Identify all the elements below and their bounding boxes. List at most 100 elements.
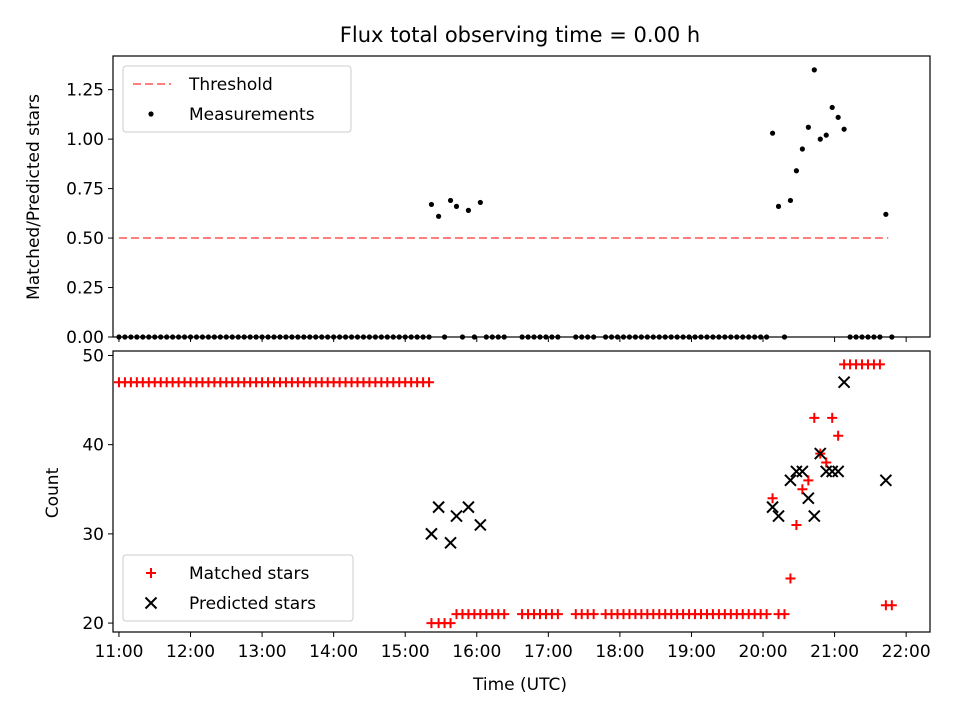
measurement-point <box>259 334 265 340</box>
measurement-point <box>752 334 758 340</box>
y-tick-label: 1.00 <box>66 130 104 150</box>
matched-stars-point <box>833 430 844 441</box>
measurement-point <box>187 334 194 340</box>
predicted-stars-point <box>802 491 815 505</box>
measurement-point <box>805 124 811 130</box>
predicted-stars-point <box>444 536 457 550</box>
measurement-point <box>331 334 337 340</box>
y-tick-label: 0.00 <box>66 328 104 348</box>
bottom-y-axis-label: Count <box>43 467 63 518</box>
measurement-point <box>453 203 460 209</box>
measurement-point <box>799 146 805 152</box>
measurement-point <box>704 334 710 340</box>
predicted-stars-point <box>425 527 438 541</box>
measurement-point <box>573 334 579 340</box>
measurement-point <box>602 334 609 340</box>
measurement-point <box>348 334 355 340</box>
measurement-point <box>740 334 746 340</box>
measurement-point <box>620 334 627 340</box>
matched-stars-point <box>791 519 802 530</box>
measurement-point <box>764 334 770 340</box>
measurement-point <box>181 334 188 340</box>
measurement-point <box>447 197 454 204</box>
measurement-point <box>459 334 466 340</box>
measurement-point <box>680 334 686 340</box>
measurement-point <box>722 334 728 340</box>
measurement-point <box>555 334 561 340</box>
measurement-point <box>366 334 373 340</box>
measurement-point <box>378 334 384 340</box>
measurement-point <box>489 334 495 340</box>
top-chart-title: Flux total observing time = 0.00 h <box>340 23 700 47</box>
measurement-point <box>277 334 283 340</box>
measurement-point <box>692 334 698 340</box>
measurement-point <box>211 334 217 340</box>
predicted-stars-point <box>837 376 851 389</box>
measurement-point <box>384 334 390 340</box>
x-tick-label: 12:00 <box>166 642 215 662</box>
measurement-point <box>175 334 182 340</box>
legend-label: Predicted stars <box>189 594 316 614</box>
measurement-point <box>128 334 134 340</box>
legend-measurement-swatch <box>148 111 154 117</box>
legend-label: Threshold <box>188 75 273 95</box>
measurement-point <box>428 201 435 208</box>
measurement-point <box>495 334 501 340</box>
measurement-point <box>644 334 650 340</box>
measurement-point <box>134 334 140 340</box>
matched-stars-point <box>827 412 838 423</box>
measurement-point <box>656 334 662 340</box>
measurement-point <box>614 334 621 340</box>
measurement-point <box>543 334 549 340</box>
measurement-point <box>716 334 722 340</box>
measurement-point <box>775 203 782 209</box>
measurement-point <box>402 334 408 340</box>
predicted-stars-point <box>474 518 487 532</box>
measurement-point <box>781 334 788 340</box>
predicted-stars-point <box>766 500 779 514</box>
measurement-point <box>313 334 319 340</box>
predicted-stars-point <box>432 500 445 514</box>
matched-stars-point <box>797 484 808 495</box>
measurement-point <box>793 168 800 174</box>
top-y-axis-label: Matched/Predicted stars <box>24 94 44 300</box>
predicted-stars-point <box>808 509 821 523</box>
measurement-point <box>253 334 259 340</box>
measurement-point <box>734 334 740 340</box>
measurement-point <box>283 334 289 340</box>
measurement-point <box>337 334 343 340</box>
measurement-point <box>519 334 525 340</box>
x-tick-label: 15:00 <box>381 642 430 662</box>
matched-stars-point <box>499 609 510 620</box>
measurement-point <box>626 334 633 340</box>
x-tick-label: 20:00 <box>739 642 788 662</box>
legend-box <box>122 554 354 622</box>
measurement-point <box>877 334 883 340</box>
measurement-point <box>295 334 301 340</box>
x-tick-label: 18:00 <box>595 642 644 662</box>
matched-stars-point <box>803 475 814 486</box>
matched-stars-point <box>779 609 790 620</box>
measurement-point <box>686 334 692 340</box>
measurement-point <box>193 334 200 340</box>
measurement-point <box>116 334 122 340</box>
measurement-point <box>436 213 442 219</box>
legend-label: Matched stars <box>189 564 309 584</box>
y-tick-label: 0.25 <box>66 279 104 299</box>
x-tick-label: 16:00 <box>452 642 501 662</box>
top-plot-area: 0.00 0.25 0.50 0.75 1.00 1.25 Threshold Measure… <box>66 55 931 348</box>
measurement-point <box>205 334 212 340</box>
measurement-point <box>235 334 241 340</box>
x-tick-label: 22:00 <box>882 642 931 662</box>
legend-box <box>122 65 352 133</box>
predicted-stars-point <box>814 447 827 460</box>
y-tick-label: 20 <box>82 614 104 634</box>
predicted-stars-point <box>462 500 475 514</box>
measurement-point <box>477 199 483 206</box>
x-tick-label: 11:00 <box>94 642 143 662</box>
measurement-point <box>674 334 680 340</box>
measurement-point <box>325 334 331 340</box>
measurement-point <box>823 132 829 138</box>
x-tick-label: 17:00 <box>524 642 573 662</box>
